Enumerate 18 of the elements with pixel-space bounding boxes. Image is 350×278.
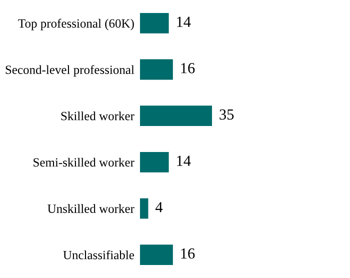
y-tick-label: Top professional (60K) [18,18,134,30]
data-label: 16 [181,63,195,74]
y-tick-label: Skilled worker [61,111,134,120]
y-tick-label: Semi-skilled worker [34,158,134,167]
data-label: 35 [220,109,234,120]
data-label: 14 [177,156,191,166]
y-tick-label: Unskilled worker [48,204,134,213]
bar [140,106,212,126]
data-label: 4 [155,202,163,212]
bar [140,244,173,266]
data-label: 14 [177,16,191,27]
bar [140,59,173,80]
data-label: 16 [181,248,195,259]
y-tick-label: Unclassifiable [63,250,134,260]
bar [140,198,148,219]
y-tick-label: Second-level professional [6,65,134,77]
bar [140,152,169,172]
bar [140,12,169,34]
